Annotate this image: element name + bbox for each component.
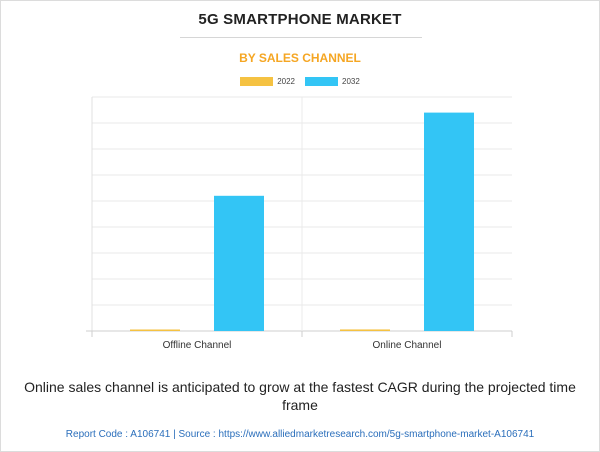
title-divider [180, 37, 422, 38]
chart-title: 5G SMARTPHONE MARKET [198, 11, 402, 28]
legend-swatch-2022 [240, 77, 274, 86]
legend-item-2032: 2032 [305, 77, 360, 86]
x-tick-label: Online Channel [373, 340, 442, 351]
legend-item-2022: 2022 [240, 77, 295, 86]
legend-label-2032: 2032 [342, 77, 360, 86]
legend-swatch-2032 [305, 77, 338, 86]
chart-subtitle: BY SALES CHANNEL [239, 51, 361, 65]
bar-2032-online-channel [424, 112, 474, 331]
x-tick-label: Offline Channel [163, 340, 232, 351]
source-link[interactable]: Report Code : A106741 | Source : https:/… [65, 429, 535, 440]
legend: 2022 2032 [0, 77, 600, 86]
chart-caption: Online sales channel is anticipated to g… [24, 379, 576, 413]
legend-label-2022: 2022 [277, 77, 295, 86]
bar-2022-offline-channel [130, 329, 180, 331]
bar-2022-online-channel [340, 329, 390, 331]
bar-2032-offline-channel [214, 195, 264, 331]
bar-chart: Offline Channel Online Channel [86, 96, 513, 351]
